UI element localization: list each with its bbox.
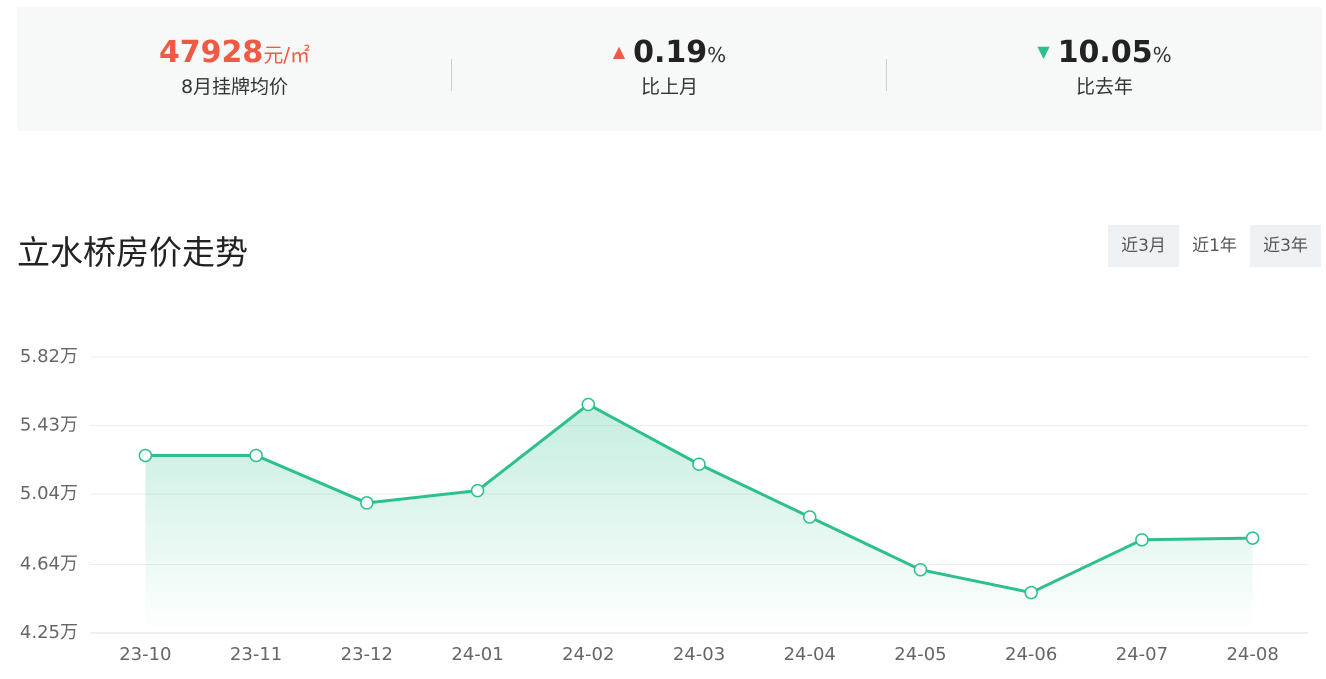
point — [360, 496, 374, 510]
stat: ▲ 0.19% 比上月 — [452, 35, 887, 99]
point — [138, 448, 153, 463]
y-tick-label: 4.25万 — [20, 622, 78, 643]
x-tick-label: 23-10 — [119, 644, 171, 665]
point — [913, 562, 928, 577]
point — [802, 510, 817, 524]
point — [581, 397, 596, 412]
y-tick-label: 5.04万 — [20, 483, 78, 504]
x-tick-label: 24-06 — [1005, 644, 1057, 665]
x-tick-label: 24-05 — [894, 644, 946, 665]
stat-unit: % — [707, 43, 727, 67]
range-tab[interactable]: 近3月 — [1121, 236, 1166, 256]
stats-bar: 47928元/㎡ 8月挂牌均价 ▲ 0.19% 比上月 ▼ 10.05% 比去年 — [17, 7, 1322, 131]
stat: 47928元/㎡ 8月挂牌均价 — [17, 35, 452, 99]
point — [249, 448, 263, 463]
x-tick-label: 23-12 — [341, 644, 393, 665]
stat-unit: % — [1152, 43, 1172, 67]
up-icon: ▲ — [612, 42, 626, 61]
point — [1024, 585, 1038, 600]
y-tick-label: 4.64万 — [20, 553, 78, 574]
x-tick-label: 24-03 — [673, 644, 725, 665]
x-tick-label: 24-01 — [451, 644, 503, 665]
x-tick-label: 24-07 — [1116, 644, 1168, 665]
point — [1135, 533, 1149, 547]
stat-value: 0.19 — [633, 35, 708, 70]
stat-label: 比上月 — [640, 76, 698, 98]
point — [692, 457, 706, 471]
stat-value: 47928 — [158, 35, 264, 70]
x-tick-label: 24-02 — [562, 644, 614, 665]
range-tab[interactable]: 近3年 — [1263, 236, 1308, 256]
range-tabs: 近3月 近1年 近3年 — [1108, 225, 1321, 267]
range-tab[interactable]: 近1年 — [1179, 225, 1250, 267]
stat: ▼ 10.05% 比去年 — [887, 35, 1322, 99]
stat-label: 比去年 — [1075, 76, 1133, 98]
down-icon: ▼ — [1037, 42, 1050, 61]
divider — [451, 59, 452, 91]
stat-unit: 元/㎡ — [263, 43, 311, 67]
point — [470, 483, 485, 498]
chart-title: 立水桥房价走势 — [17, 233, 248, 272]
divider — [886, 59, 887, 91]
x-tick-label: 23-11 — [230, 644, 282, 665]
x-tick-label: 24-08 — [1226, 644, 1278, 665]
x-tick-label: 24-04 — [784, 644, 836, 665]
stat-label: 8月挂牌均价 — [180, 76, 289, 98]
point — [1245, 531, 1260, 545]
y-tick-label: 5.43万 — [20, 415, 78, 436]
stat-value: 10.05 — [1057, 35, 1153, 70]
y-tick-label: 5.82万 — [20, 346, 78, 367]
area — [145, 404, 1253, 633]
